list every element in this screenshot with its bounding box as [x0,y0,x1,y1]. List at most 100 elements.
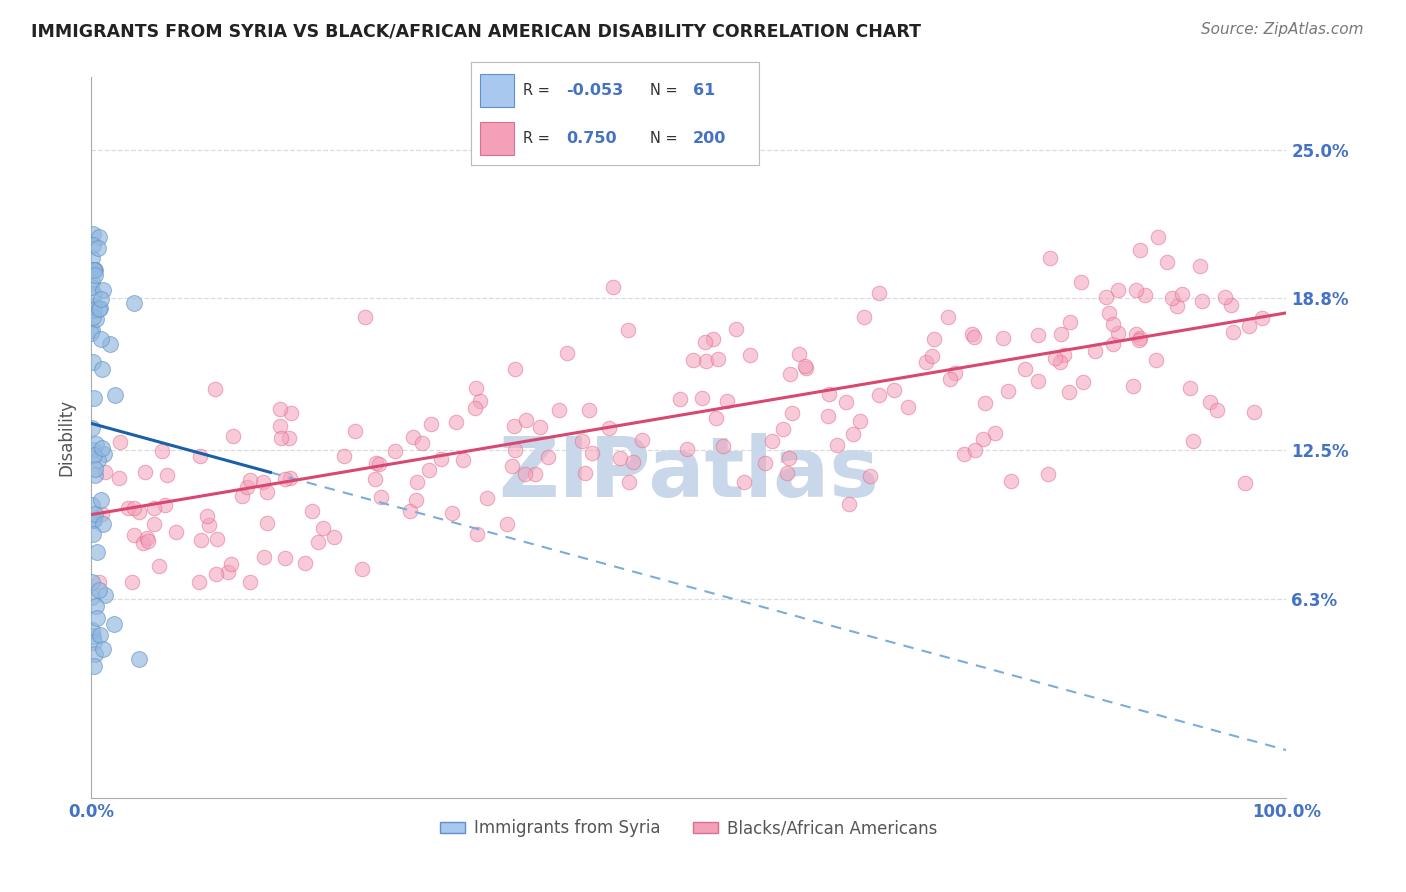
Point [411,435,433,450]
Point [219,557,242,571]
Point [399,504,422,518]
Point [1160,292,1182,306]
Point [984,425,1007,440]
Point [93,447,115,461]
Point [84,437,107,451]
Point [103,617,125,632]
Point [468,394,491,409]
Point [134,465,156,479]
Point [1053,348,1076,362]
Point [239,474,262,488]
Point [754,456,776,470]
Point [231,489,253,503]
Point [704,411,727,425]
Point [963,442,986,457]
Point [204,382,226,396]
Point [83,448,105,462]
Point [1125,283,1147,297]
Point [150,444,173,458]
Point [136,534,159,549]
Point [353,310,375,325]
Point [256,516,278,531]
Point [1070,275,1092,289]
Point [571,434,593,448]
Point [621,455,644,469]
Point [122,501,145,516]
Text: R =: R = [523,131,550,146]
Point [80,575,103,590]
Point [695,354,717,368]
Point [82,629,104,643]
Point [943,366,966,380]
Point [761,434,783,449]
Point [1147,230,1170,244]
Point [524,467,547,482]
Point [1206,403,1229,417]
Point [143,516,166,531]
Point [1095,289,1118,303]
Point [90,492,112,507]
Point [1234,475,1257,490]
Point [772,422,794,436]
Point [922,332,945,346]
Point [82,275,104,289]
Point [1166,300,1188,314]
Point [207,532,229,546]
Point [849,414,872,428]
Point [496,516,519,531]
Point [83,299,105,313]
Point [91,507,114,521]
Text: N =: N = [650,131,678,146]
Point [1220,298,1243,312]
Point [818,387,841,401]
Point [778,451,800,466]
Point [156,468,179,483]
Point [835,395,858,409]
Point [997,384,1019,398]
Point [122,295,145,310]
Point [165,525,187,540]
Point [963,330,986,344]
Point [733,475,755,489]
Point [974,395,997,409]
Point [1129,243,1152,257]
Point [794,359,817,374]
Point [464,401,486,416]
Point [117,501,139,516]
Point [716,393,738,408]
Point [278,471,301,485]
Point [86,312,108,326]
Point [90,292,112,306]
Point [702,332,724,346]
Point [503,418,526,433]
Point [82,591,104,605]
Point [782,406,804,420]
Point [83,514,105,528]
Point [1191,294,1213,309]
Point [1059,315,1081,329]
Point [83,286,105,301]
Point [1026,375,1049,389]
Point [467,527,489,541]
Point [1050,327,1073,342]
Point [89,301,111,315]
Point [364,456,387,470]
Point [1170,287,1192,301]
Point [547,403,569,417]
Point [128,652,150,666]
Point [89,628,111,642]
Point [91,442,114,456]
Point [1122,378,1144,392]
Point [217,565,239,579]
Point [1026,327,1049,342]
Point [529,420,551,434]
Point [136,531,159,545]
Point [132,536,155,550]
Point [868,388,890,402]
Point [787,347,810,361]
Point [269,418,291,433]
Point [87,302,110,317]
Point [405,475,427,489]
Point [972,432,994,446]
Point [87,453,110,467]
